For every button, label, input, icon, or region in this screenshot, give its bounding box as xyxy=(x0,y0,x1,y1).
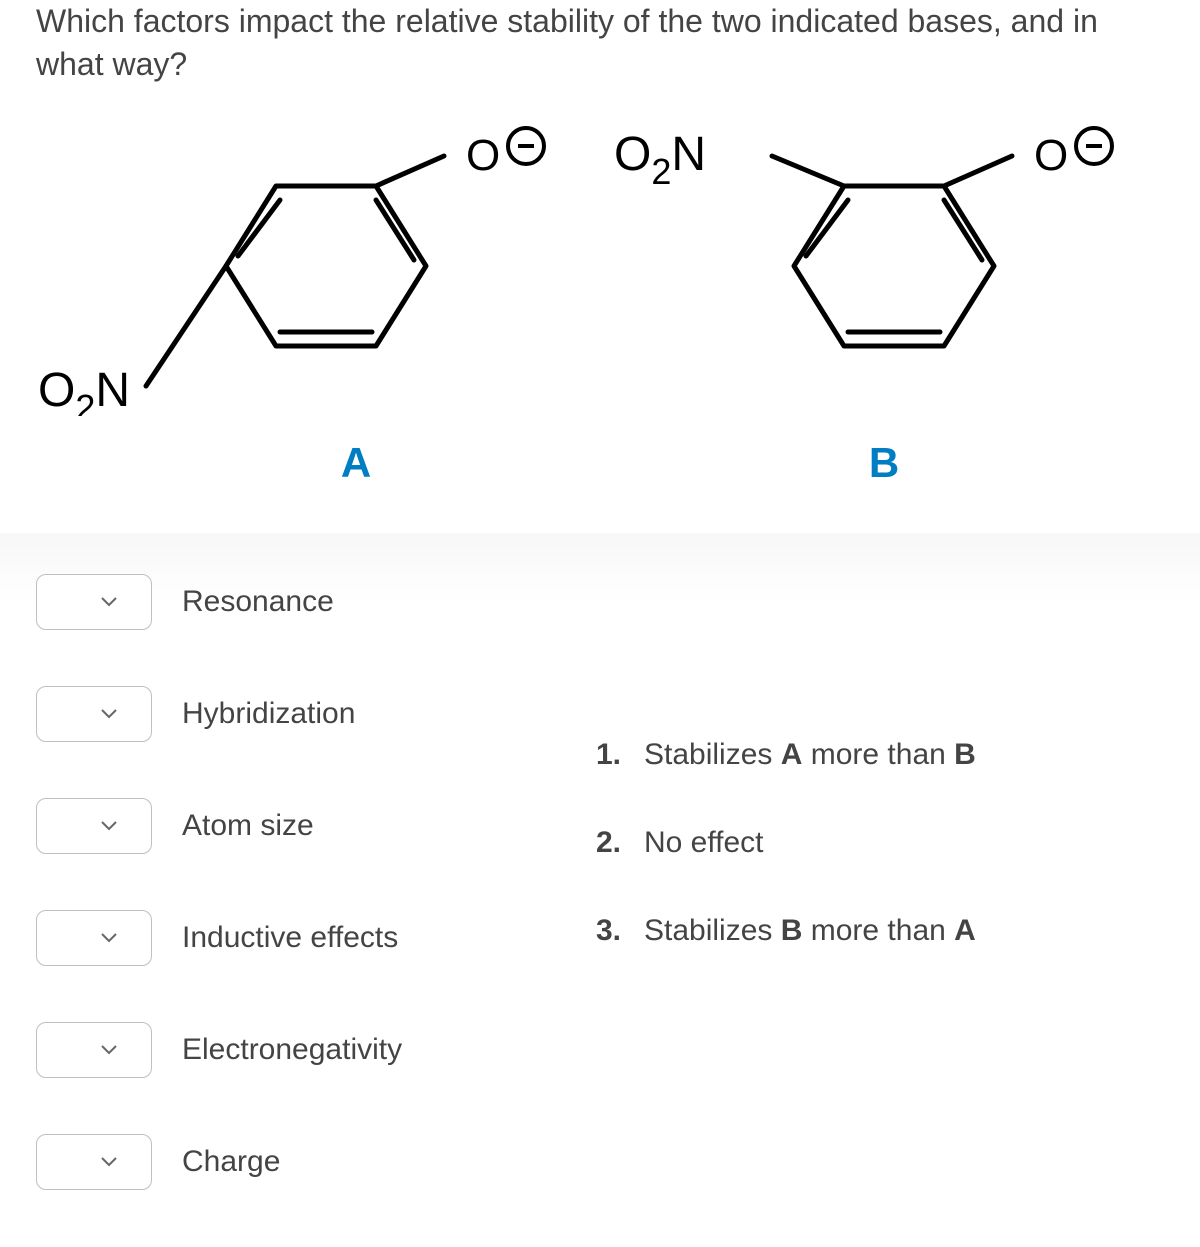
factor-label: Hybridization xyxy=(182,697,355,731)
factor-row: Charge xyxy=(36,1134,596,1190)
option-item: 3. Stabilizes B more than A xyxy=(596,910,1164,952)
option-number: 3. xyxy=(596,910,644,952)
chevron-down-icon xyxy=(101,821,117,831)
option-number: 1. xyxy=(596,734,644,776)
molecule-b: O O2N B xyxy=(604,126,1164,487)
factor-label: Electronegativity xyxy=(182,1033,402,1067)
options-column: 1. Stabilizes A more than B 2. No effect… xyxy=(596,574,1164,1246)
factor-label: Resonance xyxy=(182,585,334,619)
molecule-a-label: A xyxy=(116,439,596,487)
factor-dropdown-charge[interactable] xyxy=(36,1134,152,1190)
factor-row: Hybridization xyxy=(36,686,596,742)
question-text: Which factors impact the relative stabil… xyxy=(0,0,1200,86)
molecule-a: O O2N A xyxy=(36,126,596,487)
option-number: 2. xyxy=(596,822,644,864)
chevron-down-icon xyxy=(101,933,117,943)
svg-text:O2N: O2N xyxy=(38,364,130,416)
option-item: 1. Stabilizes A more than B xyxy=(596,734,1164,776)
factor-row: Resonance xyxy=(36,574,596,630)
factor-dropdown-inductive-effects[interactable] xyxy=(36,910,152,966)
factor-row: Electronegativity xyxy=(36,1022,596,1078)
option-item: 2. No effect xyxy=(596,822,1164,864)
option-text: No effect xyxy=(644,822,764,864)
chevron-down-icon xyxy=(101,1157,117,1167)
chevron-down-icon xyxy=(101,1045,117,1055)
factor-label: Charge xyxy=(182,1145,280,1179)
chevron-down-icon xyxy=(101,597,117,607)
chevron-down-icon xyxy=(101,709,117,719)
factor-row: Atom size xyxy=(36,798,596,854)
molecule-b-label: B xyxy=(604,439,1164,487)
factors-column: Resonance Hybridization Atom size Induct… xyxy=(36,574,596,1246)
factor-dropdown-resonance[interactable] xyxy=(36,574,152,630)
svg-text:O: O xyxy=(1034,131,1068,180)
option-text: Stabilizes B more than A xyxy=(644,910,976,952)
svg-text:O2N: O2N xyxy=(614,128,706,192)
factor-label: Inductive effects xyxy=(182,921,398,955)
factor-label: Atom size xyxy=(182,809,314,843)
svg-text:O: O xyxy=(466,131,500,180)
molecule-b-diagram: O O2N xyxy=(604,126,1164,416)
factor-dropdown-atom-size[interactable] xyxy=(36,798,152,854)
answer-section: Resonance Hybridization Atom size Induct… xyxy=(0,533,1200,1246)
factor-dropdown-hybridization[interactable] xyxy=(36,686,152,742)
molecules-region: O O2N A O xyxy=(0,86,1200,487)
molecule-a-diagram: O O2N xyxy=(36,126,596,416)
factor-row: Inductive effects xyxy=(36,910,596,966)
option-text: Stabilizes A more than B xyxy=(644,734,976,776)
factor-dropdown-electronegativity[interactable] xyxy=(36,1022,152,1078)
